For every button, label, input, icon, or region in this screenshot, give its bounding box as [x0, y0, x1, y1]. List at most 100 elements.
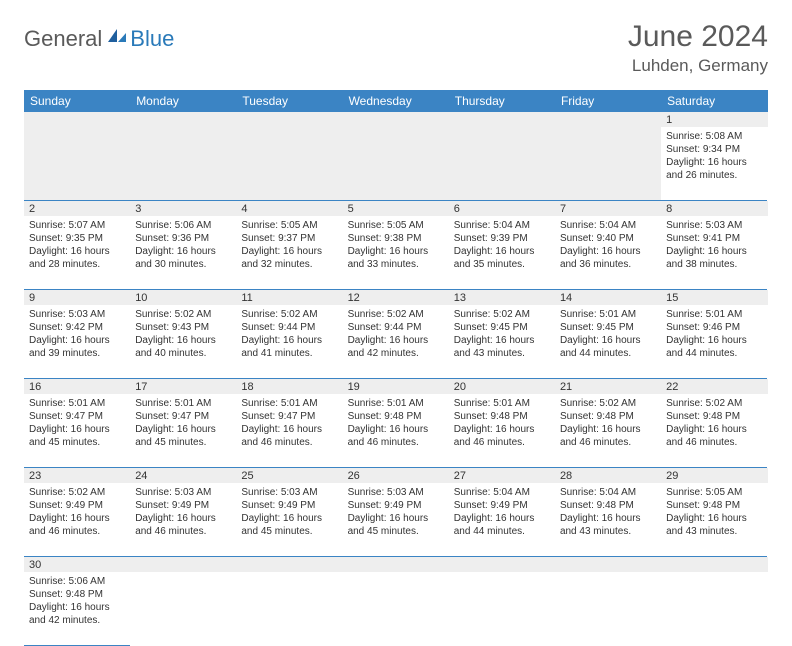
day-number	[449, 112, 555, 127]
sunrise-line: Sunrise: 5:01 AM	[454, 397, 550, 410]
day-number: 6	[449, 201, 555, 216]
daynum-row: 9101112131415	[24, 290, 768, 305]
daylight-min-line: and 46 minutes.	[135, 525, 231, 538]
week-row: Sunrise: 5:02 AMSunset: 9:49 PMDaylight:…	[24, 483, 768, 557]
day-cell: Sunrise: 5:01 AMSunset: 9:46 PMDaylight:…	[661, 305, 767, 379]
daylight-line: Daylight: 16 hours	[348, 423, 444, 436]
header: General Blue June 2024 Luhden, Germany	[0, 0, 792, 84]
day-number	[130, 557, 236, 572]
day-number: 11	[236, 290, 342, 305]
day-number: 14	[555, 290, 661, 305]
day-cell: Sunrise: 5:04 AMSunset: 9:39 PMDaylight:…	[449, 216, 555, 290]
empty-cell	[449, 572, 555, 646]
sunrise-line: Sunrise: 5:01 AM	[29, 397, 125, 410]
daylight-min-line: and 33 minutes.	[348, 258, 444, 271]
day-header: Friday	[555, 90, 661, 112]
daylight-min-line: and 32 minutes.	[241, 258, 337, 271]
sunrise-line: Sunrise: 5:04 AM	[560, 219, 656, 232]
daynum-row: 2345678	[24, 201, 768, 216]
sunset-line: Sunset: 9:49 PM	[29, 499, 125, 512]
day-number: 7	[555, 201, 661, 216]
sunset-line: Sunset: 9:48 PM	[560, 499, 656, 512]
sunset-line: Sunset: 9:48 PM	[348, 410, 444, 423]
daylight-min-line: and 43 minutes.	[560, 525, 656, 538]
sunset-line: Sunset: 9:37 PM	[241, 232, 337, 245]
day-number: 3	[130, 201, 236, 216]
empty-cell	[661, 572, 767, 646]
empty-cell	[130, 572, 236, 646]
sunrise-line: Sunrise: 5:01 AM	[560, 308, 656, 321]
day-cell: Sunrise: 5:04 AMSunset: 9:40 PMDaylight:…	[555, 216, 661, 290]
day-cell: Sunrise: 5:01 AMSunset: 9:47 PMDaylight:…	[130, 394, 236, 468]
daylight-min-line: and 44 minutes.	[454, 525, 550, 538]
day-number: 2	[24, 201, 130, 216]
empty-cell	[555, 572, 661, 646]
day-number	[343, 112, 449, 127]
daylight-min-line: and 26 minutes.	[666, 169, 762, 182]
week-row: Sunrise: 5:07 AMSunset: 9:35 PMDaylight:…	[24, 216, 768, 290]
calendar: SundayMondayTuesdayWednesdayThursdayFrid…	[24, 90, 768, 646]
day-number: 9	[24, 290, 130, 305]
daylight-line: Daylight: 16 hours	[135, 512, 231, 525]
day-number: 4	[236, 201, 342, 216]
daylight-min-line: and 44 minutes.	[560, 347, 656, 360]
day-header: Sunday	[24, 90, 130, 112]
sunset-line: Sunset: 9:47 PM	[241, 410, 337, 423]
sunset-line: Sunset: 9:48 PM	[560, 410, 656, 423]
day-number	[555, 557, 661, 572]
day-number	[555, 112, 661, 127]
sunset-line: Sunset: 9:48 PM	[666, 499, 762, 512]
day-cell: Sunrise: 5:03 AMSunset: 9:49 PMDaylight:…	[236, 483, 342, 557]
day-number: 8	[661, 201, 767, 216]
day-cell: Sunrise: 5:02 AMSunset: 9:44 PMDaylight:…	[236, 305, 342, 379]
sunrise-line: Sunrise: 5:03 AM	[666, 219, 762, 232]
day-number	[236, 112, 342, 127]
sunset-line: Sunset: 9:36 PM	[135, 232, 231, 245]
day-number: 23	[24, 468, 130, 483]
day-number: 21	[555, 379, 661, 394]
daylight-line: Daylight: 16 hours	[666, 156, 762, 169]
sunrise-line: Sunrise: 5:07 AM	[29, 219, 125, 232]
daylight-line: Daylight: 16 hours	[29, 334, 125, 347]
daylight-line: Daylight: 16 hours	[241, 334, 337, 347]
day-number: 24	[130, 468, 236, 483]
empty-cell	[555, 127, 661, 201]
title-block: June 2024 Luhden, Germany	[628, 20, 768, 76]
daylight-line: Daylight: 16 hours	[348, 334, 444, 347]
day-header: Tuesday	[236, 90, 342, 112]
day-cell: Sunrise: 5:05 AMSunset: 9:38 PMDaylight:…	[343, 216, 449, 290]
day-header-row: SundayMondayTuesdayWednesdayThursdayFrid…	[24, 90, 768, 112]
daylight-line: Daylight: 16 hours	[560, 334, 656, 347]
day-number	[24, 112, 130, 127]
day-cell: Sunrise: 5:03 AMSunset: 9:41 PMDaylight:…	[661, 216, 767, 290]
daylight-line: Daylight: 16 hours	[666, 512, 762, 525]
empty-cell	[236, 572, 342, 646]
daylight-min-line: and 43 minutes.	[454, 347, 550, 360]
month-title: June 2024	[628, 20, 768, 54]
daylight-line: Daylight: 16 hours	[241, 423, 337, 436]
sunrise-line: Sunrise: 5:01 AM	[241, 397, 337, 410]
sunrise-line: Sunrise: 5:05 AM	[241, 219, 337, 232]
day-cell: Sunrise: 5:06 AMSunset: 9:36 PMDaylight:…	[130, 216, 236, 290]
sunset-line: Sunset: 9:49 PM	[454, 499, 550, 512]
daylight-line: Daylight: 16 hours	[29, 601, 125, 614]
day-cell: Sunrise: 5:03 AMSunset: 9:49 PMDaylight:…	[343, 483, 449, 557]
sunset-line: Sunset: 9:46 PM	[666, 321, 762, 334]
sunrise-line: Sunrise: 5:03 AM	[348, 486, 444, 499]
sunset-line: Sunset: 9:48 PM	[29, 588, 125, 601]
week-row: Sunrise: 5:08 AMSunset: 9:34 PMDaylight:…	[24, 127, 768, 201]
sunset-line: Sunset: 9:41 PM	[666, 232, 762, 245]
sunrise-line: Sunrise: 5:02 AM	[454, 308, 550, 321]
daylight-min-line: and 45 minutes.	[135, 436, 231, 449]
sunrise-line: Sunrise: 5:06 AM	[135, 219, 231, 232]
daylight-line: Daylight: 16 hours	[454, 512, 550, 525]
day-cell: Sunrise: 5:05 AMSunset: 9:48 PMDaylight:…	[661, 483, 767, 557]
daylight-min-line: and 44 minutes.	[666, 347, 762, 360]
day-cell: Sunrise: 5:05 AMSunset: 9:37 PMDaylight:…	[236, 216, 342, 290]
day-cell: Sunrise: 5:03 AMSunset: 9:42 PMDaylight:…	[24, 305, 130, 379]
sunrise-line: Sunrise: 5:03 AM	[135, 486, 231, 499]
sunrise-line: Sunrise: 5:04 AM	[454, 219, 550, 232]
daynum-row: 23242526272829	[24, 468, 768, 483]
daylight-min-line: and 46 minutes.	[348, 436, 444, 449]
day-number	[236, 557, 342, 572]
